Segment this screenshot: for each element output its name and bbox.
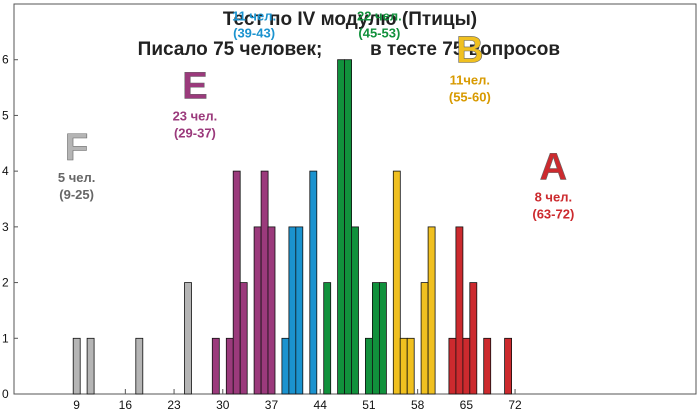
x-tick-label-9: 9 [73,398,80,412]
grade-count-C: 22 чел. [357,8,402,23]
histogram-bar-27 [448,337,457,395]
grade-range-E: (29-37) [174,126,216,141]
histogram-bar-31 [483,337,492,395]
histogram-bar-26 [427,226,436,395]
histogram-bar-23 [399,337,408,395]
histogram-bar-16 [337,59,346,395]
grade-letter-C: C [366,0,393,7]
chart-title-line2b: в тесте 75 вопросов [370,39,560,60]
y-tick-label-0: 0 [2,387,9,401]
histogram-bar-5 [225,337,234,395]
y-tick-label-1: 1 [2,331,9,345]
x-tick-label-16: 16 [119,398,133,412]
x-tick-label-51: 51 [362,398,376,412]
histogram-bar-20 [371,282,380,395]
histogram-bar-25 [420,282,429,395]
y-tick-label-5: 5 [2,108,9,122]
x-tick-label-44: 44 [314,398,328,412]
y-axis-ticks: 0 1 2 3 4 5 6 [2,53,18,401]
chart-title-line2a: Писало 75 человек; [138,39,323,60]
grade-count-D: 11 чел. [232,8,276,23]
histogram-bar-3 [184,282,192,395]
histogram-bar-8 [253,226,262,395]
histogram-bar-10 [267,226,276,395]
grade-count-A: 8 чел. [535,190,573,205]
histogram-bar-22 [392,170,401,395]
histogram-bar-30 [469,282,478,395]
grade-range-A: (63-72) [532,207,574,222]
histogram-bar-1 [86,337,95,395]
y-tick-label-2: 2 [2,276,9,290]
histogram-bar-4 [211,337,220,395]
grade-range-C: (45-53) [358,25,400,40]
x-tick-label-72: 72 [508,398,522,412]
y-tick-label-4: 4 [2,164,9,178]
x-tick-label-65: 65 [460,398,474,412]
y-tick-label-6: 6 [2,53,9,67]
x-tick-label-37: 37 [265,398,279,412]
grade-range-B: (55-60) [449,90,491,105]
grade-letter-F: F [65,127,88,169]
histogram-bar-7 [239,282,248,395]
grade-count-E: 23 чел. [173,109,218,124]
histogram-bar-18 [351,226,359,395]
grade-letter-D: D [240,0,267,7]
histogram-bar-32 [504,337,513,395]
grade-letter-E: E [182,66,207,108]
histogram-bar-9 [260,170,269,395]
histogram-bar-24 [406,337,415,395]
histogram-bar-11 [281,337,290,395]
chart-title-line1: Тест по IV модулю (Птицы) [223,9,477,30]
histogram-bar-17 [344,59,353,395]
histogram-bar-28 [455,226,464,395]
grade-range-D: (39-43) [233,25,275,40]
y-tick-label-3: 3 [2,220,9,234]
x-tick-label-58: 58 [411,398,425,412]
histogram-bar-29 [462,337,471,395]
histogram-bar-13 [295,226,304,395]
x-tick-label-30: 30 [216,398,230,412]
grade-count-F: 5 чел. [58,170,96,185]
histogram-bar-6 [232,170,241,395]
grade-range-F: (9-25) [59,187,94,202]
grade-letter-B: B [456,30,483,72]
grade-letter-A: A [540,147,567,189]
histogram-bar-15 [323,282,332,395]
x-tick-label-23: 23 [167,398,181,412]
histogram-bar-2 [135,337,144,395]
histogram-bar-12 [288,226,297,395]
histogram-bar-0 [72,337,81,395]
histogram-bars [72,59,513,395]
histogram-bar-19 [364,337,373,395]
histogram-bar-14 [309,170,318,395]
histogram-bar-21 [378,282,387,395]
grade-count-B: 11чел. [450,73,490,88]
grade-annotations: F5 чел. (9-25) E23 чел. (29-37) D11 чел. (39-… [58,0,574,222]
